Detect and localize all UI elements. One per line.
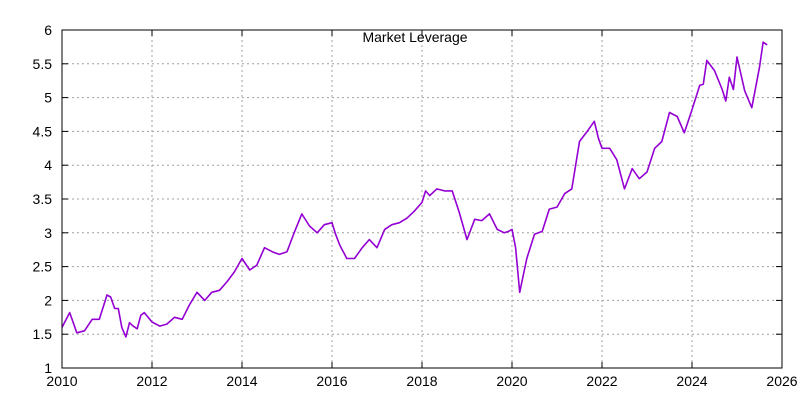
series-layer xyxy=(61,41,768,338)
grid xyxy=(62,30,782,368)
series-line xyxy=(61,41,768,338)
y-tick-label: 2.5 xyxy=(33,259,53,275)
y-tick-label: 6 xyxy=(44,22,52,38)
x-tick-label: 2010 xyxy=(46,373,77,389)
y-tick-label: 1 xyxy=(44,360,52,376)
x-tick-label: 2024 xyxy=(676,373,707,389)
x-tick-label: 2012 xyxy=(136,373,167,389)
x-axis: 2010 2012 2014 2016 2018 2020 2022 2024 2026 xyxy=(46,30,798,389)
x-tick-label: 2026 xyxy=(766,373,797,389)
x-tick-label: 2014 xyxy=(226,373,257,389)
y-tick-label: 5.5 xyxy=(33,56,53,72)
y-axis: 1 1.5 2 2.5 3 3.5 4 4.5 5 5.5 6 xyxy=(33,22,782,376)
plot-frame xyxy=(61,29,783,369)
x-tick-label: 2020 xyxy=(496,373,527,389)
x-tick-label: 2018 xyxy=(406,373,437,389)
y-tick-label: 3 xyxy=(44,225,52,241)
x-tick-label: 2016 xyxy=(316,373,347,389)
y-tick-label: 1.5 xyxy=(33,326,53,342)
y-tick-label: 4.5 xyxy=(33,123,53,139)
y-tick-label: 5 xyxy=(44,90,52,106)
x-tick-label: 2022 xyxy=(586,373,617,389)
y-tick-label: 3.5 xyxy=(33,191,53,207)
y-tick-label: 4 xyxy=(44,157,52,173)
y-tick-label: 2 xyxy=(44,292,52,308)
chart-title: Market Leverage xyxy=(362,29,467,45)
